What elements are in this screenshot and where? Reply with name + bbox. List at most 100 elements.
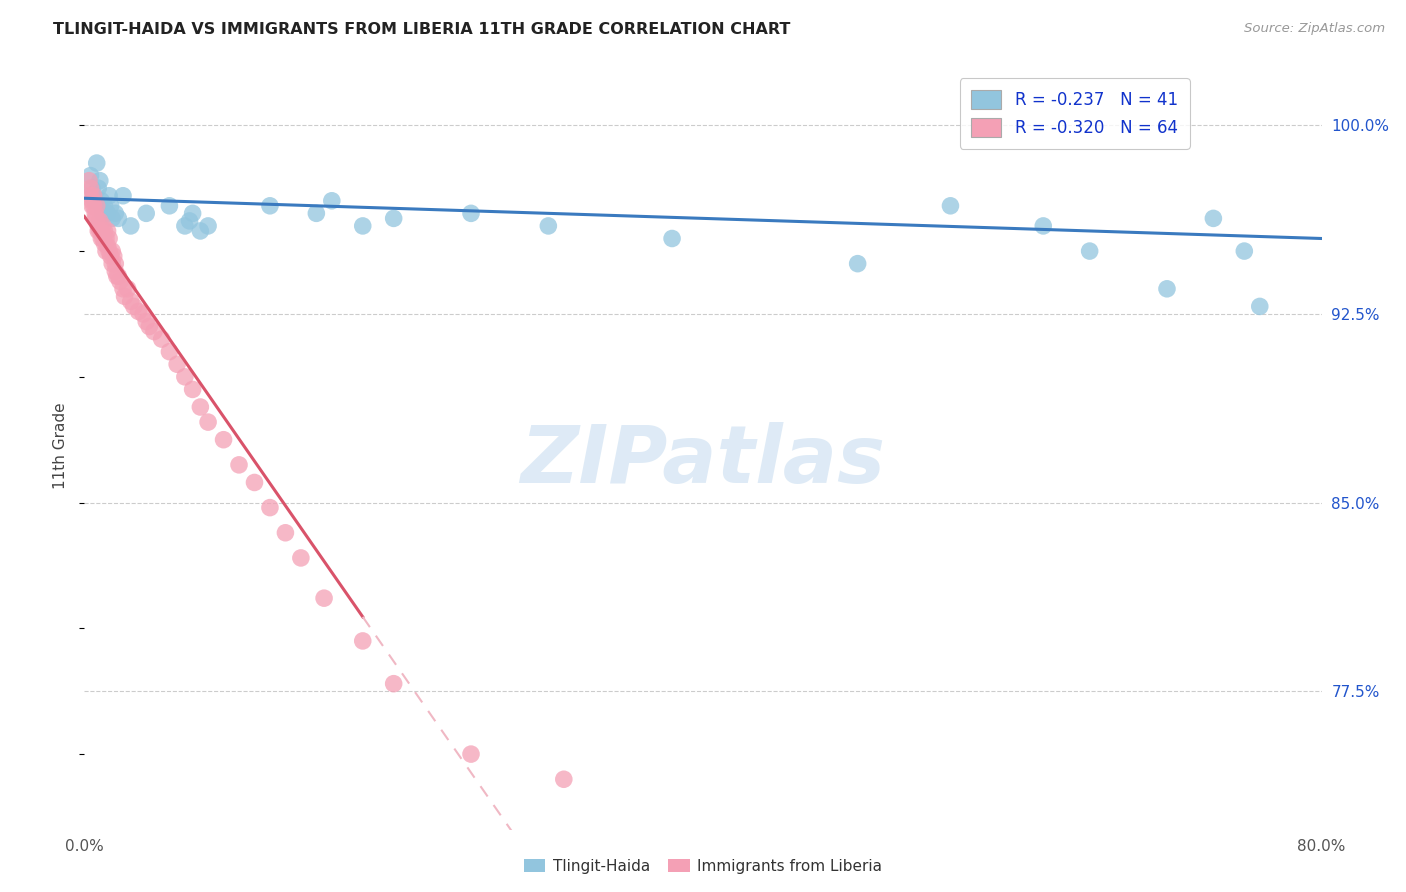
Point [846, 257, 869, 271]
Point [1233, 244, 1256, 258]
Point [197, 415, 219, 429]
Point [460, 206, 482, 220]
Point [100, 249, 122, 263]
Point [101, 244, 124, 258]
Legend: Tlingit-Haida, Immigrants from Liberia: Tlingit-Haida, Immigrants from Liberia [517, 853, 889, 880]
Point [104, 206, 127, 220]
Point [79, 169, 101, 183]
Text: TLINGIT-HAIDA VS IMMIGRANTS FROM LIBERIA 11TH GRADE CORRELATION CHART: TLINGIT-HAIDA VS IMMIGRANTS FROM LIBERIA… [53, 22, 790, 37]
Point [166, 357, 188, 371]
Point [98, 231, 121, 245]
Point [127, 304, 149, 318]
Point [290, 550, 312, 565]
Point [382, 676, 405, 690]
Point [83, 188, 105, 202]
Point [259, 500, 281, 515]
Point [114, 289, 136, 303]
Point [89, 214, 111, 228]
Point [100, 199, 122, 213]
Point [103, 249, 125, 263]
Point [91, 206, 114, 220]
Point [159, 199, 180, 213]
Point [105, 269, 128, 284]
Point [83, 199, 105, 213]
Point [96, 206, 118, 220]
Point [321, 194, 343, 208]
Point [87, 219, 110, 233]
Point [90, 224, 112, 238]
Point [460, 747, 482, 761]
Point [107, 269, 129, 284]
Point [87, 224, 110, 238]
Point [188, 400, 211, 414]
Point [1156, 282, 1178, 296]
Point [159, 344, 180, 359]
Point [107, 211, 129, 226]
Point [93, 199, 115, 213]
Point [86, 199, 108, 213]
Point [1078, 244, 1101, 258]
Point [90, 194, 112, 208]
Point [120, 294, 142, 309]
Point [259, 199, 281, 213]
Point [89, 174, 111, 188]
Point [132, 307, 155, 321]
Point [84, 211, 107, 226]
Point [312, 591, 335, 606]
Point [143, 325, 166, 339]
Point [87, 181, 110, 195]
Point [84, 206, 107, 220]
Point [93, 236, 115, 251]
Legend: R = -0.237   N = 41, R = -0.320   N = 64: R = -0.237 N = 41, R = -0.320 N = 64 [960, 78, 1189, 149]
Point [150, 332, 173, 346]
Y-axis label: 11th Grade: 11th Grade [53, 402, 69, 490]
Point [98, 188, 121, 202]
Point [94, 244, 117, 258]
Point [181, 206, 204, 220]
Point [1202, 211, 1225, 226]
Point [197, 219, 219, 233]
Point [90, 231, 112, 245]
Point [79, 181, 101, 195]
Point [91, 231, 114, 245]
Point [352, 219, 374, 233]
Point [352, 634, 374, 648]
Point [82, 194, 104, 208]
Point [94, 231, 117, 245]
Point [661, 231, 683, 245]
Point [93, 224, 115, 238]
Point [174, 219, 197, 233]
Point [122, 300, 145, 314]
Point [83, 188, 105, 202]
Point [96, 224, 118, 238]
Text: ZIPatlas: ZIPatlas [520, 422, 886, 500]
Point [82, 181, 104, 195]
Point [537, 219, 560, 233]
Point [101, 257, 124, 271]
Point [89, 224, 111, 238]
Point [98, 244, 121, 258]
Point [1249, 300, 1271, 314]
Point [135, 314, 157, 328]
Point [138, 319, 160, 334]
Point [104, 264, 127, 278]
Point [86, 211, 108, 226]
Point [382, 211, 405, 226]
Point [108, 274, 131, 288]
Point [212, 433, 235, 447]
Point [228, 458, 250, 472]
Point [181, 383, 204, 397]
Point [112, 282, 135, 296]
Point [188, 224, 211, 238]
Point [305, 206, 328, 220]
Point [104, 257, 127, 271]
Text: Source: ZipAtlas.com: Source: ZipAtlas.com [1244, 22, 1385, 36]
Point [243, 475, 266, 490]
Point [112, 188, 135, 202]
Point [939, 199, 962, 213]
Point [84, 194, 107, 208]
Point [135, 206, 157, 220]
Point [1032, 219, 1054, 233]
Point [101, 211, 124, 226]
Point [274, 525, 297, 540]
